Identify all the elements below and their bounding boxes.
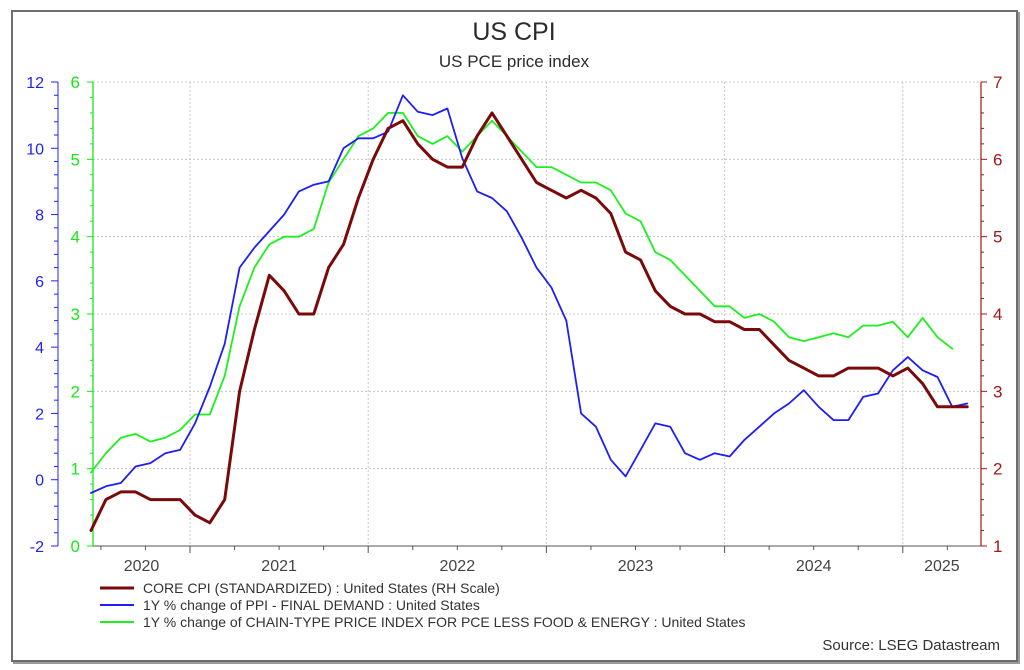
chart-subtitle: US PCE price index [439,52,590,71]
legend-item-ppi: 1Y % change of PPI - FINAL DEMAND : Unit… [100,597,480,613]
green-tick-label: 3 [71,305,80,324]
x-tick-label: 2025 [924,558,960,575]
series-line-cpi [89,111,969,532]
green-tick-label: 6 [71,73,80,92]
legend: CORE CPI (STANDARDIZED) : United States … [100,580,745,630]
green-tick-label: 4 [71,228,80,247]
series-line-pce [90,112,954,474]
blue-tick-label: 4 [35,340,44,357]
blue-tick-label: 0 [35,473,44,490]
x-tick-label: 2023 [618,558,654,575]
green-tick-label: 5 [71,150,80,169]
x-tick-label: 2021 [261,558,297,575]
legend-label-pce: 1Y % change of CHAIN-TYPE PRICE INDEX FO… [143,614,745,630]
series-line-ppi [90,94,969,494]
x-tick-label: 2022 [440,558,476,575]
green-tick-label: 2 [71,382,80,401]
red-tick-label: 7 [993,73,1002,92]
legend-item-cpi: CORE CPI (STANDARDIZED) : United States … [100,580,500,596]
axes: 2020 2021 2022 2023 2024 2025-202468101201234… [26,73,1002,575]
source-note: Source: LSEG Datastream [822,637,1000,654]
blue-tick-label: 10 [26,141,44,158]
gridlines [93,81,981,546]
red-tick-label: 6 [993,150,1002,169]
blue-tick-label: 12 [26,75,44,92]
red-tick-label: 2 [993,460,1002,479]
blue-tick-label: 8 [35,208,44,225]
red-tick-label: 1 [993,537,1002,556]
blue-tick-label: 2 [35,406,44,423]
green-tick-label: 0 [71,537,80,556]
blue-tick-label: 6 [35,274,44,291]
red-tick-label: 4 [993,305,1002,324]
red-tick-label: 5 [993,228,1002,247]
blue-tick-label: -2 [30,539,44,556]
red-tick-label: 3 [993,382,1002,401]
x-tick-label: 2024 [796,558,832,575]
chart-title: US CPI [472,18,555,46]
series-lines [89,94,969,532]
legend-item-pce: 1Y % change of CHAIN-TYPE PRICE INDEX FO… [100,614,745,630]
legend-label-cpi: CORE CPI (STANDARDIZED) : United States … [143,580,500,596]
legend-label-ppi: 1Y % change of PPI - FINAL DEMAND : Unit… [143,597,480,613]
x-tick-label: 2020 [124,558,160,575]
green-tick-label: 1 [71,460,80,479]
